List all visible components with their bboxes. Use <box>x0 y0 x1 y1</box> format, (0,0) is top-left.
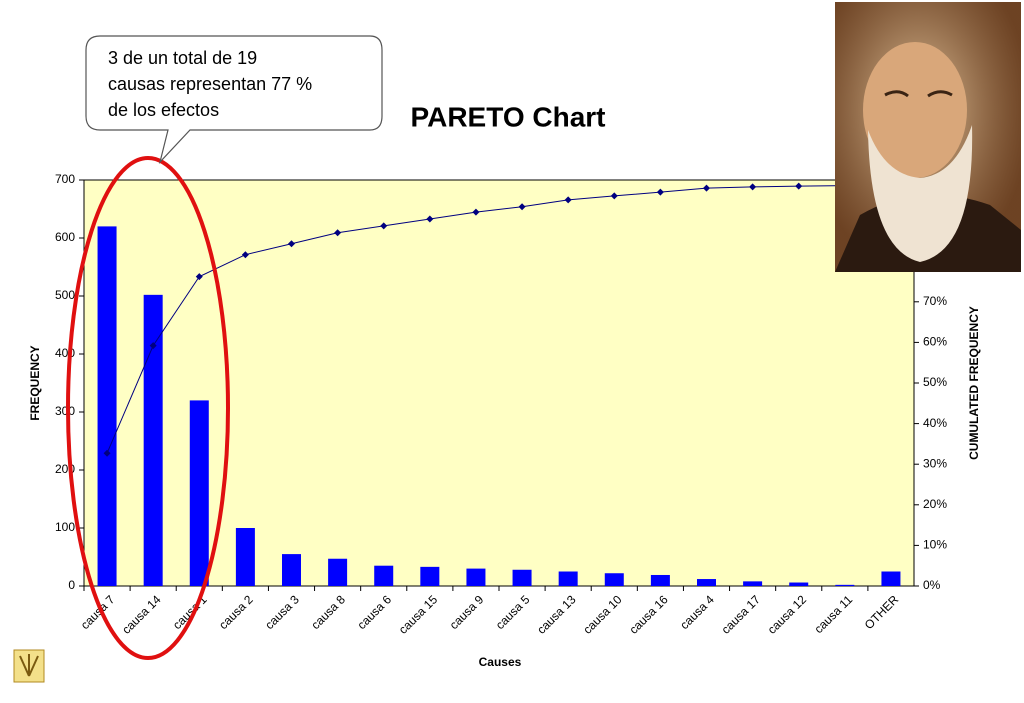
callout-text: de los efectos <box>108 100 219 120</box>
y-tick-label: 0 <box>68 578 75 592</box>
cumulative-line <box>106 179 892 454</box>
line-marker <box>795 182 803 190</box>
y2-tick-label: 50% <box>923 375 947 389</box>
y-tick-label: 500 <box>55 288 75 302</box>
logo <box>13 649 45 683</box>
y2-tick-label: 40% <box>923 416 947 430</box>
x-tick-label: causa 14 <box>119 592 164 637</box>
bar <box>420 566 440 586</box>
y2-tick-label: 20% <box>923 497 947 511</box>
line-marker <box>380 222 388 230</box>
bar <box>650 574 670 586</box>
x-tick-label: causa 11 <box>811 592 855 636</box>
callout-text: causas representan 77 % <box>108 74 312 94</box>
x-tick-label: causa 10 <box>580 592 625 637</box>
line-marker <box>426 215 434 223</box>
y-tick-label: 100 <box>55 520 75 534</box>
x-axis-label: Causes <box>479 655 522 669</box>
line-marker <box>334 229 342 237</box>
line-marker <box>703 184 710 192</box>
line-marker <box>288 240 295 248</box>
bar <box>466 568 486 586</box>
line-marker <box>610 192 618 200</box>
x-tick-label: causa 12 <box>765 592 810 637</box>
bar <box>697 579 716 586</box>
bar <box>789 582 809 586</box>
x-tick-label: causa 2 <box>216 592 256 632</box>
highlight-ellipse <box>66 156 230 660</box>
x-tick-label: causa 1 <box>170 592 210 632</box>
callout-text: 3 de un total de 19 <box>108 48 257 68</box>
callout <box>85 35 383 165</box>
bar <box>282 554 301 586</box>
line-marker <box>472 208 480 216</box>
x-tick-label: causa 17 <box>719 592 764 637</box>
x-tick-label: OTHER <box>862 592 902 632</box>
y-tick-label: 300 <box>55 404 75 418</box>
bar <box>143 294 163 586</box>
line-marker <box>241 251 249 259</box>
bar <box>235 528 255 586</box>
bar <box>558 571 578 586</box>
x-tick-label: causa 15 <box>396 592 441 637</box>
x-tick-label: causa 13 <box>534 592 579 637</box>
x-tick-label: causa 6 <box>354 592 394 632</box>
y-tick-label: 700 <box>55 172 75 186</box>
y2-axis-label: CUMULATED FREQUENCY <box>967 306 981 460</box>
bar <box>512 569 532 586</box>
y2-tick-label: 70% <box>923 294 947 308</box>
line-marker <box>195 273 203 281</box>
x-tick-label: causa 3 <box>262 592 302 632</box>
bar <box>743 581 763 586</box>
bar <box>374 565 394 586</box>
line-marker <box>103 449 111 457</box>
x-tick-label: causa 5 <box>493 592 533 632</box>
y-axis-label: FREQUENCY <box>28 345 42 420</box>
y2-tick-label: 60% <box>923 335 947 349</box>
line-marker <box>564 196 572 204</box>
bar <box>189 400 209 586</box>
y2-tick-label: 0% <box>923 578 941 592</box>
chart-title: PARETO Chart <box>411 101 606 132</box>
y2-tick-label: 10% <box>923 538 947 552</box>
x-tick-label: causa 16 <box>626 592 671 637</box>
line-marker <box>656 188 664 196</box>
y2-tick-label: 30% <box>923 456 947 470</box>
bar <box>835 584 855 586</box>
line-marker <box>149 342 157 350</box>
bar <box>328 558 348 586</box>
plot-area <box>83 179 915 587</box>
bar <box>604 573 624 586</box>
line-marker <box>518 203 526 211</box>
bar <box>881 571 901 586</box>
bar <box>97 226 117 586</box>
plot: 01002003004005006007000%10%20%30%40%50%6… <box>55 172 947 637</box>
x-tick-label: causa 4 <box>677 592 717 632</box>
portrait <box>835 2 1021 272</box>
line-marker <box>749 183 757 191</box>
x-tick-label: causa 8 <box>308 592 348 632</box>
y-tick-label: 600 <box>55 230 75 244</box>
x-tick-label: causa 9 <box>447 592 487 632</box>
